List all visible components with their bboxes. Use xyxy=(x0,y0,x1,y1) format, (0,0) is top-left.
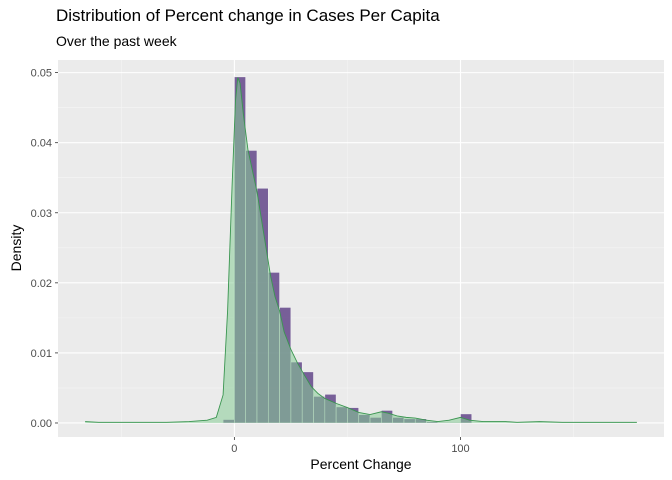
y-tick-label: 0.02 xyxy=(31,278,52,290)
chart-title: Distribution of Percent change in Cases … xyxy=(56,6,440,25)
chart-subtitle: Over the past week xyxy=(56,33,177,49)
y-tick-label: 0.04 xyxy=(31,138,52,150)
axes: 0.00 0.01 0.02 0.03 0.04 0.05 0 100 xyxy=(31,68,470,455)
y-axis-label: Density xyxy=(8,224,24,272)
plot-panel xyxy=(58,60,664,437)
x-tick-label: 100 xyxy=(451,443,469,455)
density-layer xyxy=(85,77,637,423)
x-axis-label: Percent Change xyxy=(310,456,412,472)
grid-minor xyxy=(58,60,664,437)
density-line xyxy=(85,77,637,423)
y-tick-label: 0.05 xyxy=(31,68,52,80)
y-tick-label: 0.00 xyxy=(31,418,52,430)
y-tick-label: 0.03 xyxy=(31,208,52,220)
x-tick-label: 0 xyxy=(231,443,237,455)
y-tick-label: 0.01 xyxy=(31,348,52,360)
